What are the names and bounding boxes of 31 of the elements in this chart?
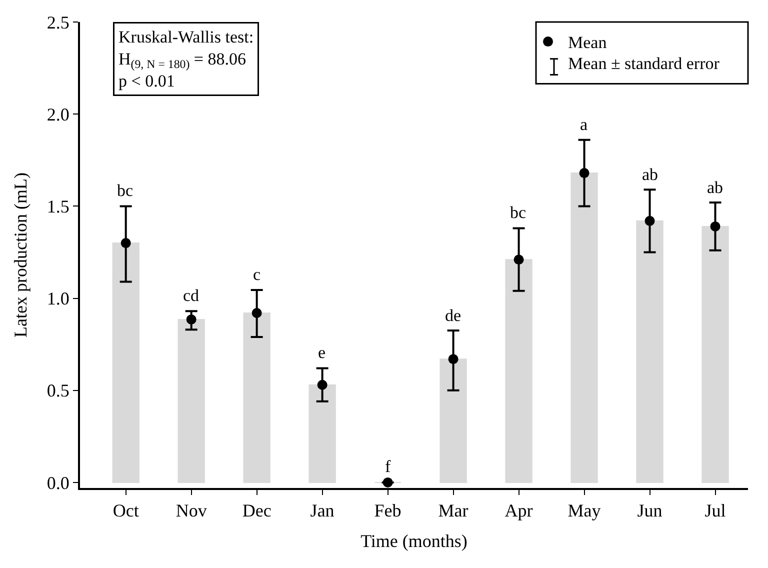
annotation: cd bbox=[183, 286, 200, 305]
y-tick-label: 0.0 bbox=[46, 472, 70, 493]
x-tick-label: Jan bbox=[310, 500, 334, 521]
x-tick-label: Oct bbox=[112, 500, 139, 521]
x-tick-label: Apr bbox=[504, 500, 533, 521]
y-tick-label: 0.5 bbox=[46, 380, 70, 401]
y-tick-label: 2.5 bbox=[46, 12, 70, 32]
annotation: f bbox=[385, 457, 391, 476]
x-axis-title: Time (months) bbox=[360, 531, 468, 552]
annotation: ab bbox=[707, 178, 724, 197]
x-tick-label: Feb bbox=[374, 500, 402, 521]
annotation: Kruskal-Wallis test: H$_{(9, N = 180)}$ = 88.06 p < 0.01 bbox=[118, 28, 254, 91]
y-tick-label: 1.5 bbox=[46, 196, 70, 216]
annotation: de bbox=[445, 306, 462, 325]
annotation: a bbox=[580, 115, 588, 134]
x-tick-label: Mar bbox=[438, 500, 468, 521]
y-tick-label: 1.0 bbox=[46, 288, 70, 309]
annotation: c bbox=[253, 265, 261, 284]
x-tick-label: Jun bbox=[637, 500, 662, 521]
y-tick-label: 2.0 bbox=[46, 104, 70, 124]
annotation: bc bbox=[510, 203, 526, 222]
y-axis-title: Latex production (mL) bbox=[10, 172, 31, 338]
annotation: bc bbox=[117, 181, 134, 200]
legend-label: Mean bbox=[568, 33, 608, 52]
x-tick-label: May bbox=[568, 500, 601, 521]
annotation: Mean ± standard error bbox=[568, 54, 720, 73]
annotation: e bbox=[318, 343, 326, 362]
x-tick-label: Dec bbox=[242, 500, 272, 521]
annotation: ab bbox=[642, 165, 658, 184]
x-tick-label: Jul bbox=[704, 500, 726, 521]
x-tick-label: Nov bbox=[176, 500, 207, 521]
